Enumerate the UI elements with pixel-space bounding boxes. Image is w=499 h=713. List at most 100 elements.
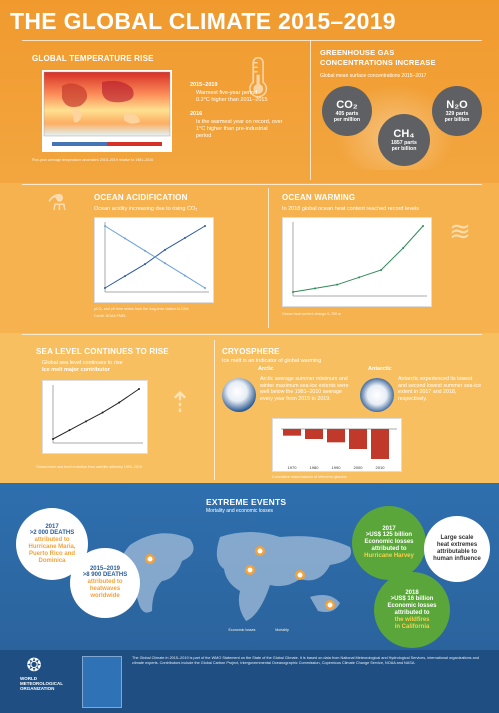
data-point (422, 225, 424, 227)
sea-sub-2: Ice melt major contributor (42, 367, 110, 373)
wmo-org-name: WORLD METEOROLOGICAL ORGANIZATION (20, 676, 63, 692)
data-point (402, 247, 405, 249)
event-line: Puerto Rico and (28, 550, 75, 557)
event-line: Large scale (440, 535, 474, 541)
event-line: >US$ 125 billion (365, 532, 413, 538)
cryo-subheading: Ice melt is an indicator of global warmi… (222, 358, 322, 364)
bar (305, 429, 323, 439)
series-line (52, 388, 140, 440)
warming-chart (282, 217, 432, 307)
event-heatwaves: 2015–2019 >8 900 DEATHS attributed to he… (70, 548, 140, 618)
antarctic-globe (360, 378, 394, 412)
data-point (104, 287, 106, 289)
page-title: THE GLOBAL CLIMATE 2015–2019 (10, 8, 396, 34)
event-line: in California (394, 623, 430, 630)
arctic-label: Arctic (258, 366, 274, 372)
extreme-heading: EXTREME EVENTS (206, 497, 287, 507)
divider (268, 188, 269, 328)
event-heat-extremes: Large scale heat extremes attributable t… (424, 516, 490, 582)
temperature-caption: Five-year average temperature anomalies … (32, 158, 154, 162)
temp-b1-item: 0.2°C higher than 2011–2015 (196, 97, 268, 103)
co2-unit: per million (333, 117, 361, 123)
thermometer-icon: 🌡 (232, 56, 284, 100)
antarctic-text: Antarctic experienced its lowest and sec… (398, 376, 482, 402)
event-california-wildfires: 2018 >US$ 16 billion Economic losses att… (374, 572, 450, 648)
ch4-formula: CH₄ (393, 128, 415, 140)
tick-label: 1980 (310, 465, 320, 470)
series-line (292, 225, 424, 293)
data-point (358, 276, 361, 279)
warming-subheading: In 2018 global ocean heat content reache… (282, 206, 419, 212)
sea-caption: Global mean sea level evolution from sat… (36, 465, 142, 469)
wmo-logo-icon: ❂ (26, 655, 42, 675)
data-point (380, 269, 383, 271)
acid-caption: pCO₂ and pH time series from the long-te… (94, 307, 189, 311)
ch4-circle: CH₄ 1857 parts per billion (378, 114, 430, 166)
event-hurricane-harvey: 2017 >US$ 125 billion Economic losses at… (352, 506, 426, 580)
ocean-wave-icon: ≋ (449, 216, 471, 246)
n2o-value: 329 parts (445, 111, 469, 117)
data-point (336, 283, 339, 286)
data-point (85, 420, 88, 423)
data-point (138, 388, 140, 390)
data-point (101, 411, 104, 414)
event-line: Economic losses (364, 539, 414, 545)
event-line: attributed to (394, 609, 430, 616)
data-point (144, 263, 146, 266)
divider (22, 40, 482, 41)
data-point (164, 248, 166, 251)
acid-subheading: Ocean acidity increasing due to rising C… (94, 206, 198, 212)
co2-value: 405 parts (335, 111, 359, 117)
series-line (104, 225, 206, 289)
n2o-circle: N₂O 329 parts per billion (432, 86, 482, 136)
glacier-chart: 1970 1980 1990 2000 2010 (272, 418, 402, 472)
sea-rise-icon: ⇡ (168, 387, 192, 418)
cryo-heading: CRYOSPHERE (222, 347, 280, 356)
event-line: heat extremes (436, 542, 478, 548)
event-line: >8 900 DEATHS (82, 572, 128, 578)
data-point (292, 291, 294, 293)
ghg-subheading: Global mean surface concentrations 2015–… (320, 73, 427, 79)
warming-caption: Ocean heat content change 0–700 m (282, 312, 342, 316)
event-line: attributed to (34, 536, 70, 543)
data-point (118, 401, 121, 404)
event-line: Economic losses (387, 602, 437, 609)
temperature-heading: GLOBAL TEMPERATURE RISE (32, 54, 154, 63)
tick-label: 1990 (332, 465, 342, 470)
warming-heading: OCEAN WARMING (282, 193, 356, 202)
legend-mortality: Mortality (275, 628, 289, 632)
sea-chart (42, 380, 148, 454)
data-point (314, 287, 317, 290)
divider (310, 40, 311, 180)
antarctic-label: Antarctic (368, 366, 392, 372)
event-line: Hurricane Maria, (28, 543, 76, 550)
event-line: Dominica (38, 557, 66, 564)
data-point (204, 287, 206, 289)
acid-icon: ⚗ (47, 190, 67, 215)
org-line: ORGANIZATION (20, 686, 55, 692)
temp-b2-item: 1°C higher than pre-industrial (196, 126, 268, 132)
temperature-map (42, 70, 172, 152)
temp-b2-item: period (196, 133, 212, 139)
legend-economic: Economic losses (228, 628, 256, 632)
event-line: attributed to (371, 546, 407, 552)
bar (283, 429, 301, 436)
data-point (184, 236, 186, 239)
footer-text: The Global Climate in 2015–2019 is part … (132, 656, 479, 665)
glacier-caption: Cumulative mass balance of reference gla… (272, 475, 347, 479)
data-point (52, 438, 54, 440)
temp-b1-item: Warmest five-year period (196, 90, 258, 96)
event-hurricane-maria: 2017 >2 000 DEATHS attributed to Hurrica… (16, 508, 88, 580)
data-point (144, 249, 146, 252)
temp-b1-year: 2015–2019 (190, 82, 218, 88)
data-point (68, 429, 71, 432)
data-point (124, 237, 126, 240)
event-line: attributable to (437, 549, 477, 555)
data-point (184, 274, 186, 277)
sea-sub-1: Global sea level continues to rise (42, 360, 123, 366)
acid-chart (94, 217, 214, 303)
divider (22, 334, 482, 335)
org-line: WORLD (20, 676, 37, 681)
n2o-unit: per billion (444, 117, 470, 123)
event-line: >US$ 16 billion (390, 595, 434, 602)
